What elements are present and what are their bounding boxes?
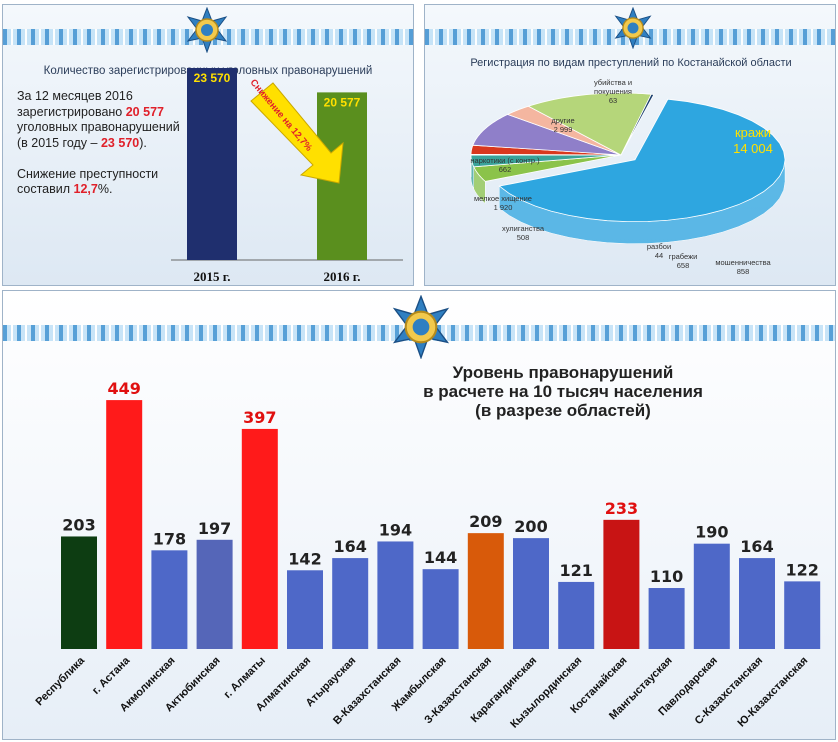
data-label: 200 <box>514 517 547 536</box>
crime-count-panel: Количество зарегистрированных уголовных … <box>2 4 414 286</box>
slice-value: 63 <box>609 96 617 105</box>
slice-label: хулиганства <box>502 224 545 233</box>
slice-value: 662 <box>499 165 512 174</box>
arrow-shape <box>250 82 344 184</box>
chart-title-line: (в разрезе областей) <box>475 401 651 420</box>
arrow-label: Снижение на 12,7% <box>248 77 315 154</box>
data-label: 449 <box>107 379 140 398</box>
slice-value: 14 004 <box>733 141 773 156</box>
chart-title-line: в расчете на 10 тысяч населения <box>423 382 703 401</box>
data-label: 164 <box>740 537 773 556</box>
slice-value: 858 <box>737 267 750 276</box>
summary-line: (в 2015 году – <box>17 135 98 150</box>
slice-label: другие <box>551 116 574 125</box>
summary-value: 20 577 <box>125 104 164 119</box>
slice-value: 658 <box>677 261 690 270</box>
slice-value: 2 999 <box>554 125 573 134</box>
data-label: 209 <box>469 512 502 531</box>
data-label: 142 <box>288 549 321 568</box>
slice-value: 44 <box>655 251 663 260</box>
bar <box>422 569 459 649</box>
data-label: 233 <box>605 499 638 518</box>
chart-title: Уровень правонарушений в расчете на 10 т… <box>333 363 793 420</box>
data-label: 20 577 <box>324 95 361 109</box>
slice-label: покушения <box>594 87 632 96</box>
pie-slice <box>498 98 786 223</box>
x-tick-label: Республика <box>34 654 88 708</box>
pie-slice <box>620 93 655 156</box>
data-label: 110 <box>650 567 683 586</box>
bar <box>61 536 97 649</box>
bar <box>739 558 775 649</box>
summary-line: Снижение преступности составил <box>17 166 159 197</box>
yearly-bar-chart: 23 570 2015 г. 20 577 2016 г. Снижение на 12… <box>171 68 403 284</box>
bar <box>693 543 730 649</box>
slice-value: 508 <box>517 233 530 242</box>
bar <box>187 68 237 260</box>
slice-label: кражи <box>735 125 771 140</box>
summary-text: За 12 месяцев 2016 зарегистрировано 20 5… <box>17 89 187 198</box>
data-label: 194 <box>379 520 412 539</box>
pie-slice <box>472 113 622 156</box>
emblem-icon <box>614 7 652 49</box>
x-tick-label: г. Астана <box>90 654 133 697</box>
bar <box>332 558 369 649</box>
crime-types-panel: Регистрация по видам преступлений по Кос… <box>424 4 836 286</box>
bar <box>558 581 595 649</box>
summary-percent: 12,7 <box>73 182 98 196</box>
pie-slice <box>470 154 622 168</box>
bar <box>241 428 278 649</box>
pie-slice <box>527 92 652 156</box>
summary-line: За 12 месяцев 2016 зарегистрировано <box>17 89 133 119</box>
data-label: 397 <box>243 408 276 427</box>
bar <box>287 570 323 649</box>
bar <box>377 541 414 649</box>
emblem-icon <box>392 295 450 359</box>
summary-line: %. <box>97 182 113 196</box>
regional-rate-panel: Уровень правонарушений в расчете на 10 т… <box>2 290 836 740</box>
bar <box>467 533 504 649</box>
chart-title-line: Уровень правонарушений <box>452 363 674 382</box>
data-label: 23 570 <box>194 71 231 85</box>
data-label: 203 <box>62 515 95 534</box>
data-label: 190 <box>695 523 728 542</box>
bar <box>648 588 685 649</box>
slice-value: 1 920 <box>494 203 513 212</box>
pie-slice <box>473 154 622 182</box>
slice-label: мошенничества <box>715 258 771 267</box>
bar <box>513 538 549 649</box>
slice-label: грабежи <box>669 252 698 261</box>
bar <box>151 550 188 649</box>
data-label: 122 <box>785 560 818 579</box>
data-label: 121 <box>559 561 592 580</box>
chart-title: Регистрация по видам преступлений по Кос… <box>470 57 792 69</box>
slice-label: мелкое хищение <box>474 194 532 203</box>
x-tick-label: 2016 г. <box>324 269 361 284</box>
slice-label: наркотики (с контр.) <box>470 156 540 165</box>
emblem-icon <box>186 7 228 53</box>
data-label: 144 <box>424 548 457 567</box>
data-label: 197 <box>198 519 231 538</box>
bar <box>196 539 233 649</box>
slice-label: разбои <box>647 242 671 251</box>
bar <box>106 400 143 649</box>
slice-label: убийства и <box>594 78 632 87</box>
bar <box>603 519 640 649</box>
summary-line: уголовных правонарушений <box>17 120 180 134</box>
x-tick-label: г. Алматы <box>222 655 268 701</box>
x-tick-label: 2015 г. <box>194 269 231 284</box>
pie-slice <box>506 105 622 156</box>
summary-prev-value: 23 570 <box>100 135 140 150</box>
data-label: 164 <box>333 537 366 556</box>
data-label: 178 <box>153 529 186 548</box>
summary-line: ). <box>139 135 147 150</box>
bar <box>784 581 821 649</box>
